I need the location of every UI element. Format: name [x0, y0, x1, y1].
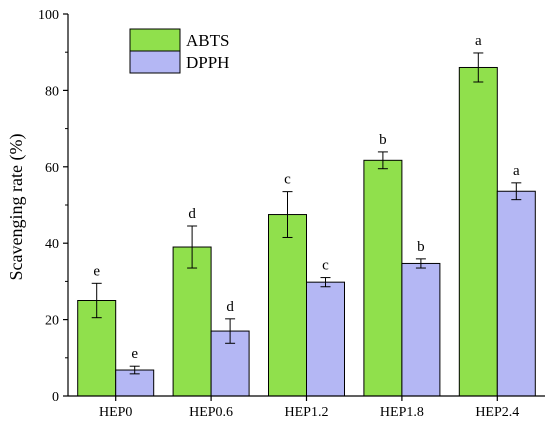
significance-label: e — [93, 263, 100, 279]
legend-swatch — [129, 28, 181, 52]
legend-label: ABTS — [186, 31, 229, 50]
plot-marks: e d c b a e d c b a — [77, 33, 536, 397]
y-tick-label: 80 — [45, 84, 59, 99]
error-bar-dpph-hep0 — [129, 365, 140, 375]
error-bar-abts-hep2.4 — [473, 52, 484, 83]
significance-label: c — [284, 172, 291, 188]
error-bar-dpph-hep0.6 — [225, 318, 236, 344]
bar-abts-hep0.6 — [172, 246, 212, 397]
bar-dpph-hep2.4 — [496, 190, 536, 397]
significance-label: d — [188, 206, 196, 222]
legend-item-dpph: DPPH — [129, 50, 229, 74]
bar-dpph-hep1.2 — [306, 281, 345, 397]
error-bar-dpph-hep2.4 — [511, 182, 522, 201]
bar-abts-hep1.2 — [268, 214, 307, 397]
legend-label: DPPH — [186, 53, 229, 72]
axes: 0 20 40 60 80 100 HEP0 HEP0.6 HEP1.2 HEP1.8 HEP2.4 — [38, 8, 545, 420]
y-tick-label: 60 — [45, 161, 59, 176]
significance-label: c — [322, 258, 329, 274]
error-bar-dpph-hep1.2 — [320, 277, 331, 288]
significance-label: e — [131, 346, 138, 362]
error-bar-abts-hep0 — [91, 282, 102, 319]
x-tick-label: HEP0 — [99, 405, 132, 420]
error-bar-dpph-hep1.8 — [415, 258, 426, 269]
significance-label: b — [417, 239, 425, 255]
y-tick-label: 20 — [45, 314, 59, 329]
significance-label: b — [379, 132, 387, 148]
error-bar-abts-hep1.2 — [282, 191, 293, 238]
bar-dpph-hep1.8 — [401, 262, 441, 397]
significance-label: d — [226, 299, 234, 315]
x-tick-label: HEP2.4 — [475, 405, 519, 420]
bar-abts-hep1.8 — [363, 159, 403, 397]
bar-abts-hep2.4 — [458, 66, 498, 397]
y-tick-label: 100 — [38, 8, 59, 23]
legend-swatch — [129, 50, 181, 74]
y-tick-label: 0 — [52, 390, 59, 405]
error-bar-abts-hep0.6 — [187, 225, 198, 269]
legend-item-abts: ABTS — [129, 28, 229, 52]
significance-label: a — [513, 163, 520, 179]
x-tick-label: HEP1.8 — [380, 405, 424, 420]
y-axis-title: Scavenging rate (%) — [6, 134, 27, 281]
x-tick-label: HEP0.6 — [189, 405, 233, 420]
error-bar-abts-hep1.8 — [377, 151, 388, 170]
significance-label: a — [475, 33, 482, 49]
x-tick-label: HEP1.2 — [285, 405, 329, 420]
y-tick-label: 40 — [45, 237, 59, 252]
legend: ABTS DPPH — [129, 28, 229, 74]
